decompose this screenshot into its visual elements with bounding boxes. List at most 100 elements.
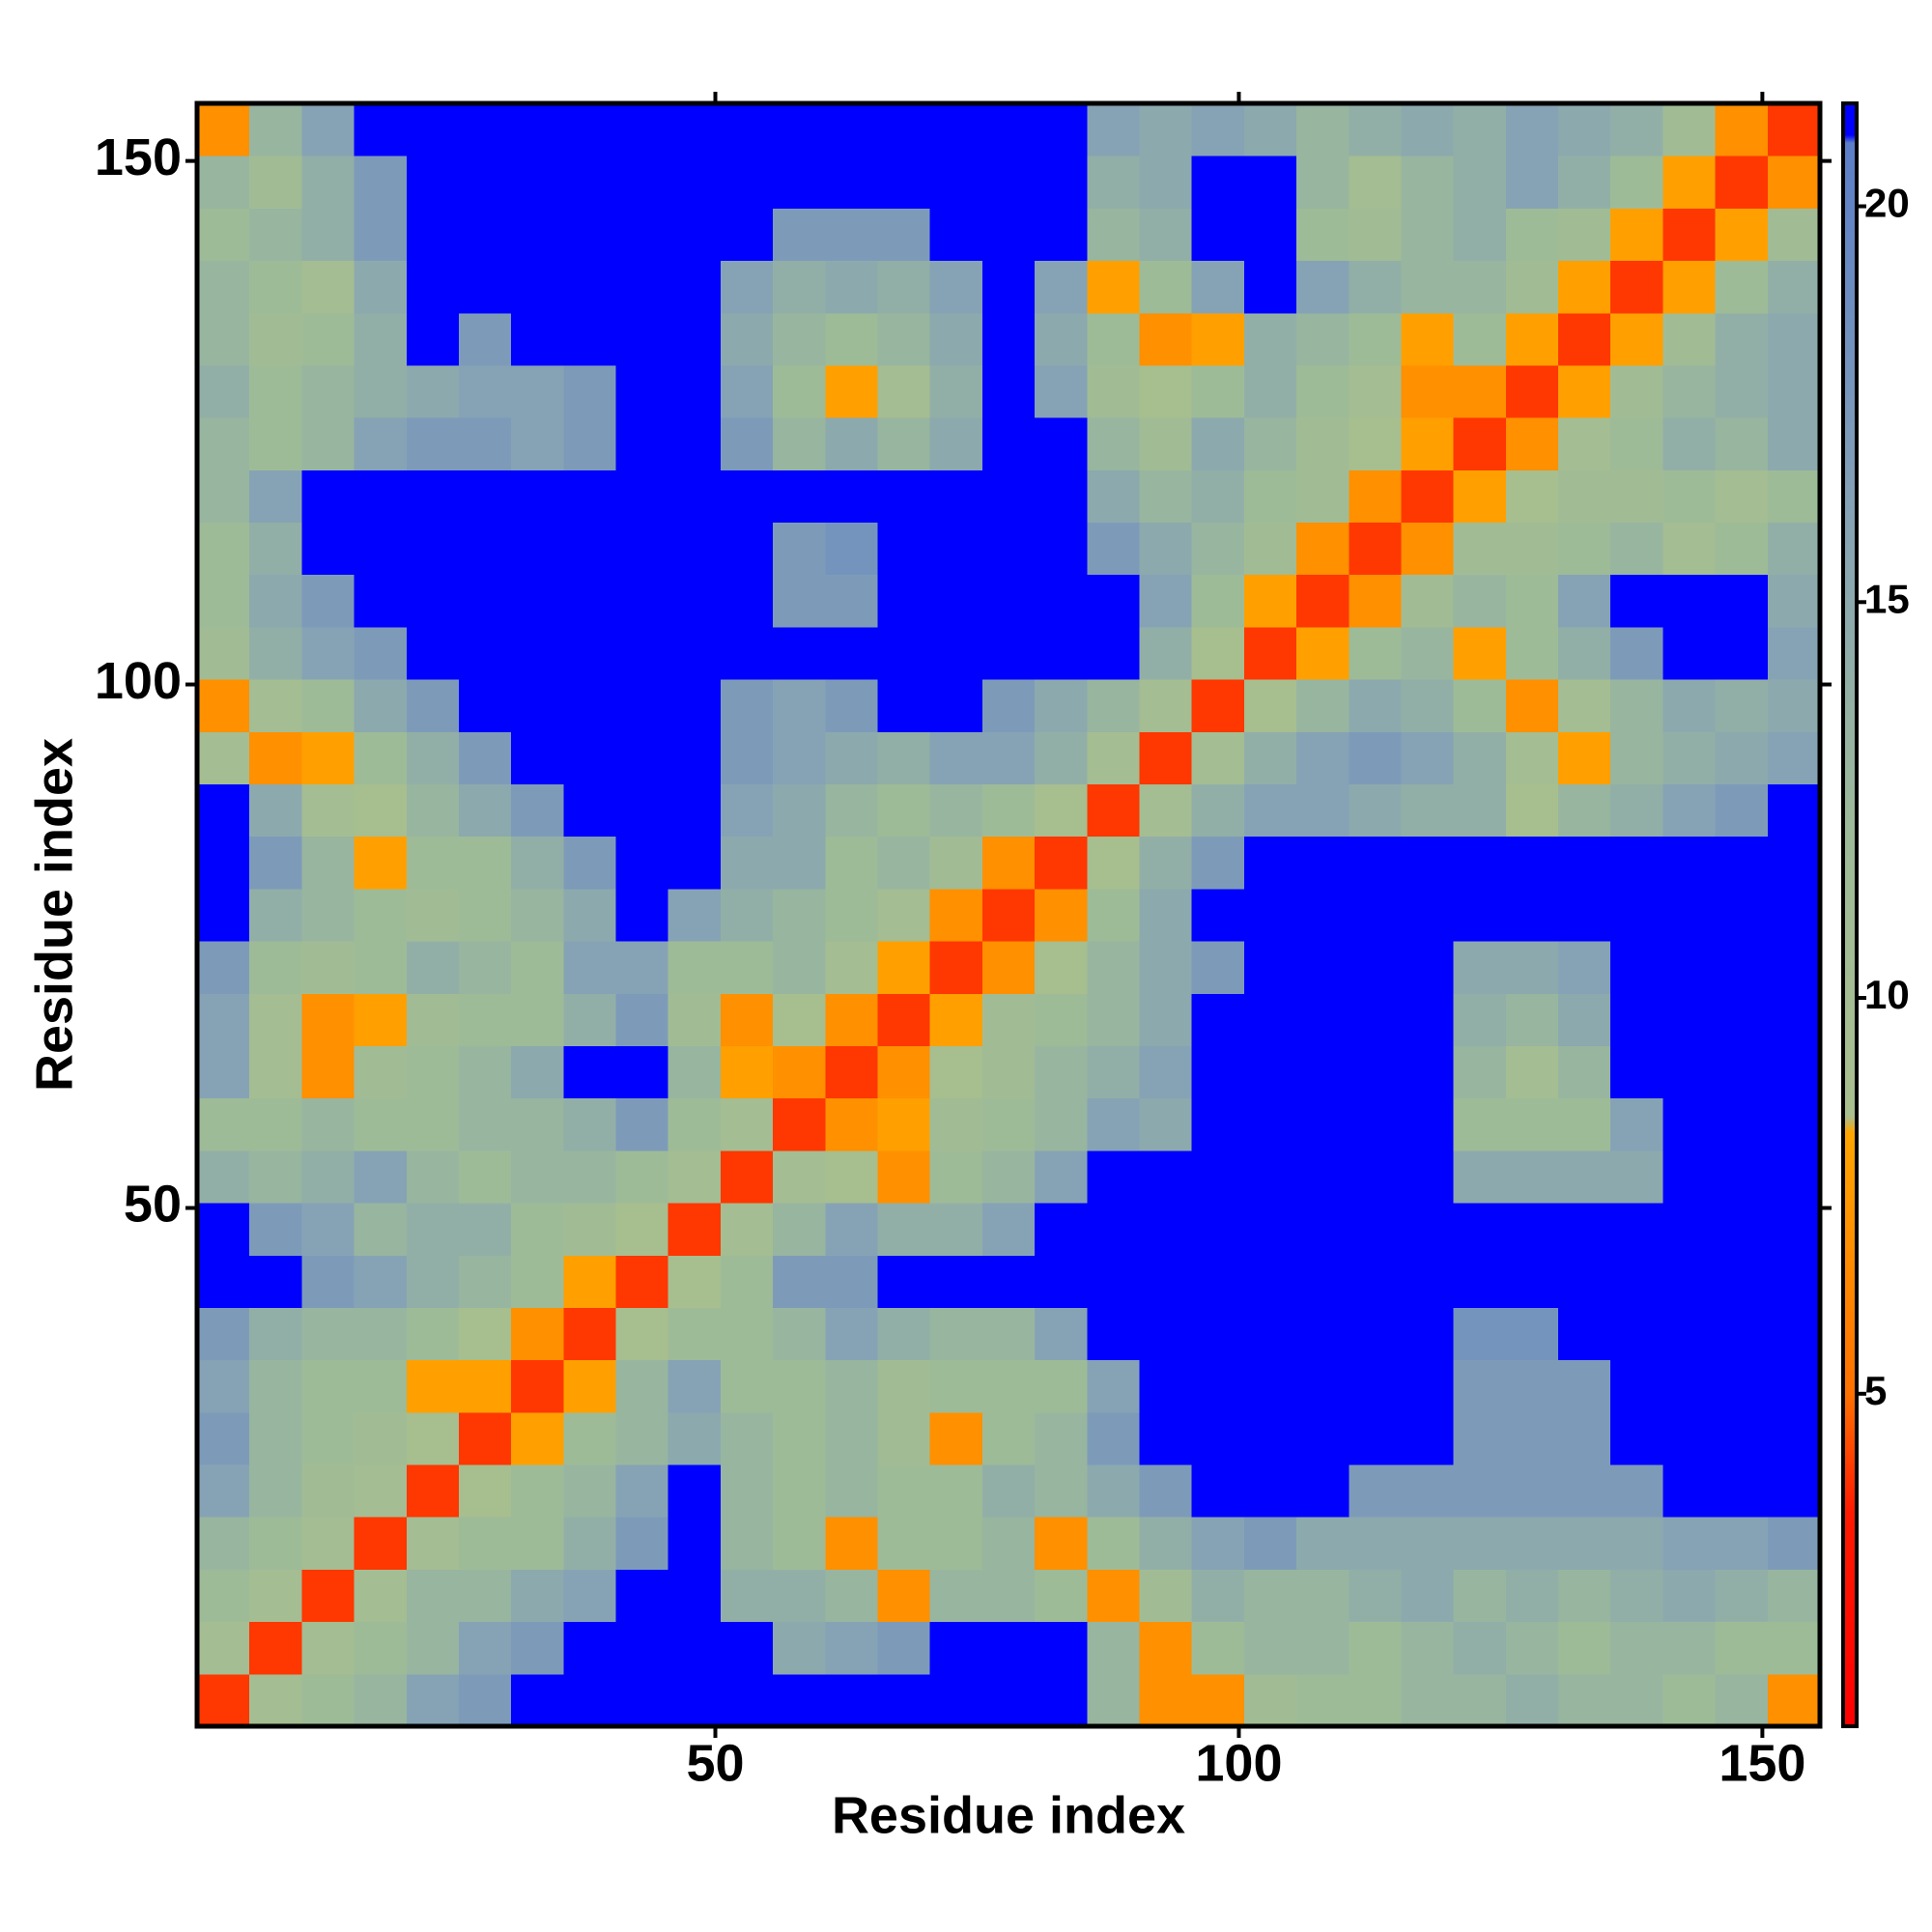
heatmap-cell	[563, 1359, 617, 1413]
heatmap-cell	[1087, 1621, 1140, 1675]
heatmap-cell	[301, 1569, 355, 1623]
heatmap-cell	[877, 626, 931, 680]
heatmap-cell	[458, 836, 512, 890]
heatmap-cell	[1610, 1411, 1663, 1465]
heatmap-cell	[615, 941, 669, 994]
heatmap-cell	[825, 1464, 879, 1518]
heatmap-cell	[301, 312, 355, 366]
heatmap-cell	[197, 522, 250, 576]
heatmap-cell	[511, 1621, 564, 1675]
heatmap-cell	[615, 417, 669, 470]
heatmap-cell	[1610, 941, 1663, 994]
heatmap-cell	[1453, 208, 1507, 262]
heatmap-cell	[1401, 1255, 1455, 1308]
heatmap-cell	[1662, 260, 1717, 314]
heatmap-cell	[773, 1411, 826, 1465]
heatmap-cell	[1610, 1203, 1663, 1256]
heatmap-cell	[1296, 941, 1350, 994]
heatmap-cell	[773, 1517, 826, 1570]
heatmap-cell	[1453, 103, 1507, 156]
heatmap-cell	[1243, 417, 1297, 470]
heatmap-cell	[1767, 1359, 1821, 1413]
heatmap-cell	[354, 679, 408, 732]
heatmap-cell	[720, 941, 774, 994]
heatmap-cell	[615, 364, 669, 418]
heatmap-cell	[249, 417, 302, 470]
heatmap-cell	[1191, 260, 1245, 314]
heatmap-cell	[1715, 731, 1769, 785]
heatmap-cell	[1610, 1307, 1663, 1361]
heatmap-cell	[929, 1203, 983, 1256]
heatmap-cell	[929, 417, 983, 470]
heatmap-cell	[1401, 1411, 1455, 1465]
heatmap-cell	[1035, 312, 1088, 366]
heatmap-cell	[1662, 1359, 1717, 1413]
heatmap-cell	[563, 993, 617, 1046]
heatmap-cell	[1401, 626, 1455, 680]
heatmap-cell	[1191, 626, 1245, 680]
heatmap-cell	[720, 103, 774, 156]
heatmap-cell	[668, 260, 722, 314]
heatmap-cell	[249, 364, 302, 418]
heatmap-cell	[1349, 941, 1402, 994]
heatmap-cell	[1191, 836, 1245, 890]
heatmap-cell	[720, 731, 774, 785]
heatmap-cell	[1610, 364, 1663, 418]
heatmap-cell	[1453, 1045, 1507, 1099]
heatmap-cell	[1505, 364, 1559, 418]
heatmap-cell	[563, 260, 617, 314]
heatmap-cell	[1610, 1045, 1663, 1099]
heatmap-cell	[1505, 941, 1559, 994]
heatmap-cell	[354, 1359, 408, 1413]
heatmap-cell	[511, 1673, 564, 1727]
heatmap-cell	[458, 1307, 512, 1361]
heatmap-cell	[406, 941, 460, 994]
heatmap-cell	[1558, 1621, 1611, 1675]
heatmap-cell	[1505, 836, 1559, 890]
heatmap-cell	[458, 574, 512, 628]
heatmap-cell	[877, 156, 931, 209]
heatmap-cell	[1715, 888, 1769, 942]
heatmap-cell	[1453, 260, 1507, 314]
heatmap-cell	[720, 1097, 774, 1151]
heatmap-cell	[354, 469, 408, 524]
heatmap-cell	[1610, 679, 1663, 732]
heatmap-cell	[1296, 626, 1350, 680]
heatmap-cell	[511, 679, 564, 732]
heatmap-cell	[1453, 626, 1507, 680]
heatmap-cell	[1715, 1045, 1769, 1099]
heatmap-cell	[301, 679, 355, 732]
heatmap-cell	[929, 993, 983, 1046]
heatmap-cell	[406, 1411, 460, 1465]
heatmap-cell	[1505, 469, 1559, 524]
heatmap-cell	[354, 156, 408, 209]
heatmap-cell	[458, 522, 512, 576]
heatmap-cell	[1349, 1359, 1402, 1413]
heatmap-cell	[929, 260, 983, 314]
heatmap-cell	[981, 1255, 1036, 1308]
heatmap-cell	[1243, 1411, 1297, 1465]
heatmap-cell	[720, 836, 774, 890]
heatmap-cell	[1349, 1203, 1402, 1256]
heatmap-cell	[1662, 522, 1717, 576]
heatmap-cell	[458, 260, 512, 314]
heatmap-cell	[615, 679, 669, 732]
heatmap-cell	[877, 103, 931, 156]
heatmap-cell	[563, 626, 617, 680]
heatmap-cell	[1191, 208, 1245, 262]
heatmap-cell	[929, 888, 983, 942]
heatmap-cell	[825, 1411, 879, 1465]
heatmap-cell	[1035, 417, 1088, 470]
heatmap-cell	[981, 1307, 1036, 1361]
heatmap-cell	[1296, 1464, 1350, 1518]
heatmap-cell	[668, 1569, 722, 1623]
heatmap-cell	[1401, 522, 1455, 576]
heatmap-cell	[1715, 312, 1769, 366]
heatmap-cell	[1767, 208, 1821, 262]
heatmap-cell	[511, 1255, 564, 1308]
heatmap-cell	[1191, 731, 1245, 785]
heatmap-cell	[1715, 522, 1769, 576]
heatmap-cell	[1401, 679, 1455, 732]
heatmap-cell	[720, 1569, 774, 1623]
heatmap-cell	[1035, 156, 1088, 209]
